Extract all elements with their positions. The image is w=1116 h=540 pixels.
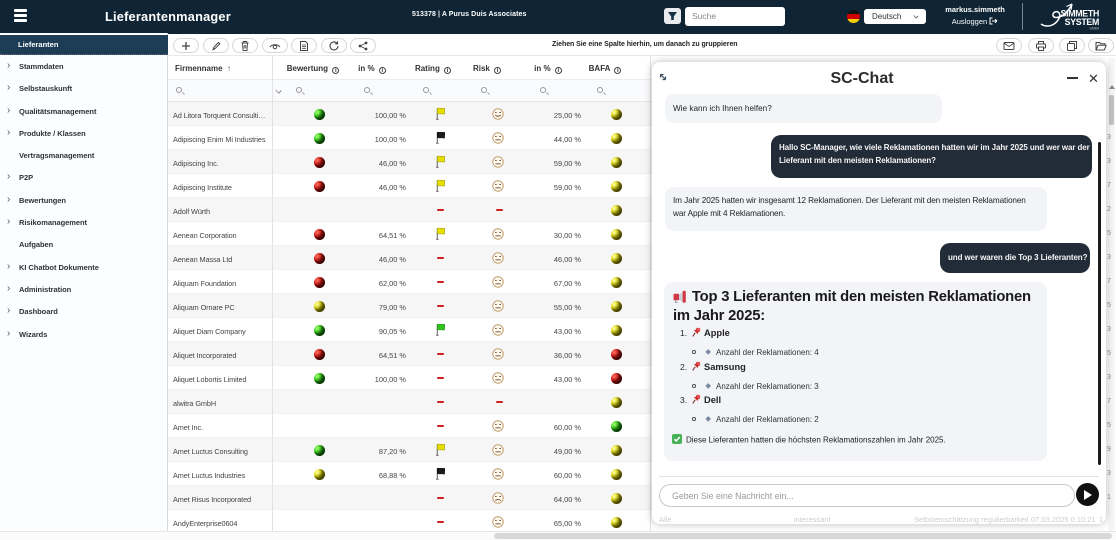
svg-text:SIMMETH: SIMMETH [1061,9,1099,19]
svg-text:SYSTEM: SYSTEM [1065,17,1099,27]
svg-text:GMBH: GMBH [1089,27,1099,31]
